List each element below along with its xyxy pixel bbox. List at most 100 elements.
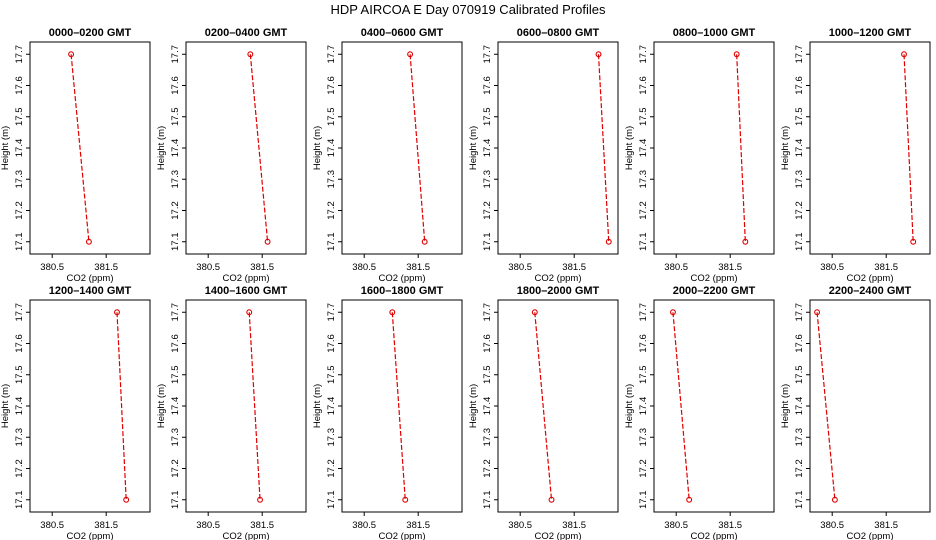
y-tick-label: 17.7 — [170, 45, 181, 64]
x-axis-label: CO2 (ppm) — [691, 531, 738, 540]
x-tick-label: 381.5 — [406, 520, 430, 531]
y-tick-label: 17.1 — [482, 491, 493, 510]
panel-title: 0200–0400 GMT — [205, 27, 288, 39]
plot-frame — [29, 41, 151, 255]
y-tick-label: 17.6 — [326, 76, 337, 95]
panel-title: 2200–2400 GMT — [829, 285, 912, 297]
y-tick-label: 17.3 — [794, 428, 805, 447]
y-tick-label: 17.5 — [638, 366, 649, 385]
profile-line — [409, 54, 426, 242]
x-axis-label: CO2 (ppm) — [691, 273, 738, 284]
y-tick-label: 17.5 — [326, 366, 337, 385]
y-tick-label: 17.2 — [482, 459, 493, 478]
page-title: HDP AIRCOA E Day 070919 Calibrated Profi… — [330, 2, 606, 17]
y-tick-label: 17.6 — [14, 76, 25, 95]
y-tick-label: 17.1 — [794, 233, 805, 252]
profile-panel: 0600–0800 GMT 17.1 17.2 17.3 17.4 17.5 17.6 17.… — [468, 27, 619, 284]
x-tick-label: 380.5 — [664, 262, 688, 273]
y-tick-label: 17.2 — [14, 201, 25, 220]
y-tick-label: 17.5 — [794, 108, 805, 127]
y-tick-label: 17.4 — [14, 139, 25, 158]
profile-line — [903, 54, 914, 242]
profile-line — [248, 312, 261, 500]
y-tick-label: 17.7 — [326, 303, 337, 322]
y-tick-label: 17.3 — [794, 170, 805, 189]
x-axis-label: CO2 (ppm) — [223, 531, 270, 540]
y-tick-label: 17.5 — [482, 108, 493, 127]
y-tick-label: 17.5 — [14, 108, 25, 127]
y-tick-label: 17.3 — [170, 428, 181, 447]
y-tick-label: 17.4 — [638, 397, 649, 416]
y-tick-label: 17.5 — [482, 366, 493, 385]
data-point — [595, 51, 602, 58]
y-tick-label: 17.6 — [14, 334, 25, 353]
profile-panel: 1200–1400 GMT 17.1 17.2 17.3 17.4 17.5 17.6 17.… — [0, 285, 151, 540]
profile-line — [736, 54, 746, 242]
y-axis-label: Height (m) — [0, 384, 11, 428]
plot-frame — [809, 299, 931, 513]
y-tick-label: 17.5 — [326, 108, 337, 127]
panel-title: 1800–2000 GMT — [517, 285, 600, 297]
x-tick-label: 380.5 — [664, 520, 688, 531]
plot-frame — [341, 41, 463, 255]
profile-line — [597, 54, 610, 242]
panel-title: 2000–2200 GMT — [673, 285, 756, 297]
plot-frame — [341, 299, 463, 513]
y-tick-label: 17.6 — [482, 334, 493, 353]
profile-panel: 2200–2400 GMT 17.1 17.2 17.3 17.4 17.5 17.6 17.… — [780, 285, 931, 540]
y-tick-label: 17.4 — [638, 139, 649, 158]
x-tick-label: 381.5 — [250, 520, 274, 531]
y-tick-label: 17.3 — [638, 170, 649, 189]
x-axis-label: CO2 (ppm) — [379, 531, 426, 540]
y-axis-label: Height (m) — [780, 384, 791, 428]
x-tick-label: 381.5 — [874, 520, 898, 531]
y-tick-label: 17.7 — [638, 45, 649, 64]
y-tick-label: 17.2 — [638, 459, 649, 478]
y-tick-label: 17.3 — [326, 170, 337, 189]
y-axis-label: Height (m) — [0, 126, 11, 170]
plot-frame — [653, 41, 775, 255]
x-tick-label: 381.5 — [718, 262, 742, 273]
y-tick-label: 17.4 — [482, 139, 493, 158]
x-tick-label: 380.5 — [40, 262, 64, 273]
data-point — [686, 496, 693, 503]
y-tick-label: 17.1 — [638, 233, 649, 252]
data-point — [910, 238, 917, 245]
y-tick-label: 17.7 — [14, 303, 25, 322]
profile-line — [816, 312, 836, 500]
y-tick-label: 17.1 — [326, 491, 337, 510]
y-axis-label: Height (m) — [468, 384, 479, 428]
profile-line — [116, 312, 127, 500]
y-tick-label: 17.1 — [326, 233, 337, 252]
y-tick-label: 17.3 — [14, 170, 25, 189]
plot-frame — [653, 299, 775, 513]
data-point — [68, 51, 75, 58]
y-tick-label: 17.2 — [794, 459, 805, 478]
data-point — [531, 309, 538, 316]
y-tick-label: 17.2 — [170, 459, 181, 478]
y-tick-label: 17.4 — [170, 139, 181, 158]
y-tick-label: 17.5 — [794, 366, 805, 385]
y-tick-label: 17.5 — [170, 366, 181, 385]
plot-frame — [185, 41, 307, 255]
x-tick-label: 380.5 — [196, 520, 220, 531]
x-axis-label: CO2 (ppm) — [379, 273, 426, 284]
y-axis-label: Height (m) — [624, 126, 635, 170]
x-tick-label: 381.5 — [562, 520, 586, 531]
panel-title: 1600–1800 GMT — [361, 285, 444, 297]
x-tick-label: 380.5 — [352, 520, 376, 531]
x-tick-label: 381.5 — [250, 262, 274, 273]
profile-panel: 1800–2000 GMT 17.1 17.2 17.3 17.4 17.5 17.6 17.… — [468, 285, 619, 540]
profile-panel: 0200–0400 GMT 17.1 17.2 17.3 17.4 17.5 17.6 17.… — [156, 27, 307, 284]
panel-title: 1000–1200 GMT — [829, 27, 912, 39]
data-point — [605, 238, 612, 245]
y-tick-label: 17.7 — [482, 303, 493, 322]
panel-title: 1200–1400 GMT — [49, 285, 132, 297]
plot-frame — [497, 299, 619, 513]
data-point — [407, 51, 414, 58]
x-tick-label: 380.5 — [352, 262, 376, 273]
data-point — [246, 309, 253, 316]
data-point — [123, 496, 130, 503]
data-point — [901, 51, 907, 58]
